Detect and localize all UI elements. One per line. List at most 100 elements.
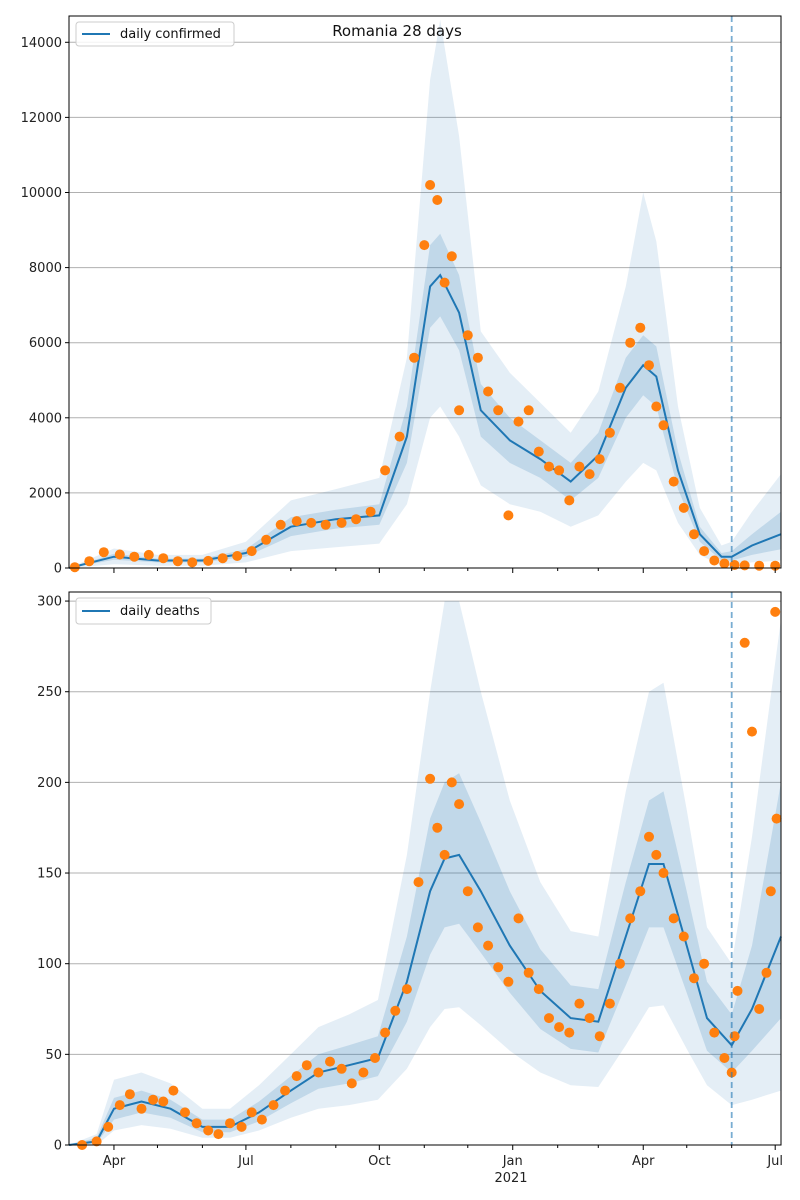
observed-point xyxy=(168,1085,179,1096)
observed-point xyxy=(513,913,524,924)
observed-point xyxy=(544,461,554,472)
observed-point xyxy=(232,551,243,561)
observed-point xyxy=(69,562,80,573)
outer-uncertainty-band xyxy=(69,19,781,569)
observed-point xyxy=(604,427,615,438)
observed-point xyxy=(483,386,494,397)
x-tick-label: Jul xyxy=(766,1154,783,1169)
observed-point xyxy=(336,517,347,528)
observed-point xyxy=(689,529,699,540)
observed-point xyxy=(719,558,730,569)
observed-point xyxy=(275,519,286,530)
y-tick-label: 2000 xyxy=(29,486,62,501)
observed-point xyxy=(280,1085,291,1096)
observed-point xyxy=(651,849,662,860)
observed-point xyxy=(432,822,443,833)
observed-point xyxy=(454,799,465,810)
x-tick-label: Jul xyxy=(237,1154,254,1169)
legend: daily confirmed xyxy=(75,21,235,47)
observed-point xyxy=(172,556,183,567)
y-tick-label: 8000 xyxy=(29,261,62,276)
observed-point xyxy=(739,637,750,648)
observed-point xyxy=(217,553,228,564)
observed-point xyxy=(313,1067,324,1078)
observed-point xyxy=(554,465,565,476)
y-tick-label: 0 xyxy=(54,562,62,577)
y-tick-label: 4000 xyxy=(29,411,62,426)
plot-frame xyxy=(68,591,782,1146)
observed-point xyxy=(615,958,625,969)
observed-points xyxy=(69,180,781,573)
observed-point xyxy=(301,1060,312,1071)
forecast-bands xyxy=(69,19,781,569)
observed-point xyxy=(761,967,772,978)
observed-point xyxy=(306,517,317,528)
observed-point xyxy=(365,506,376,517)
legend-label: daily confirmed xyxy=(120,27,221,42)
observed-point xyxy=(564,1027,575,1038)
observed-point xyxy=(291,516,302,527)
observed-point xyxy=(136,1103,147,1114)
y-tick-label: 150 xyxy=(37,867,62,882)
observed-point xyxy=(719,1053,730,1063)
daily-confirmed-panel: 0 2000 4000 6000 8000 10000 12000 14000 Romania… xyxy=(21,15,782,577)
observed-point xyxy=(256,1114,267,1125)
observed-point xyxy=(584,1013,595,1024)
observed-point xyxy=(594,1031,605,1042)
observed-point xyxy=(462,886,473,897)
chart-title: Romania 28 days xyxy=(332,22,462,40)
observed-point xyxy=(699,958,710,969)
observed-point xyxy=(644,360,654,371)
observed-point xyxy=(401,984,412,995)
observed-point xyxy=(739,560,750,571)
y-tick-label: 100 xyxy=(37,957,62,972)
inner-uncertainty-band xyxy=(69,773,781,1145)
observed-point xyxy=(689,973,699,984)
y-tick-label: 6000 xyxy=(29,336,62,351)
observed-point xyxy=(472,352,483,363)
observed-point xyxy=(439,849,450,860)
observed-point xyxy=(380,1027,391,1038)
observed-point xyxy=(413,877,424,888)
legend-box xyxy=(75,597,212,625)
observed-point xyxy=(625,337,636,348)
observed-point xyxy=(658,868,669,878)
observed-point xyxy=(336,1063,347,1074)
observed-point xyxy=(523,405,534,416)
observed-point xyxy=(668,476,679,487)
observed-point xyxy=(358,1067,369,1078)
y-tick-label: 14000 xyxy=(21,36,62,51)
observed-point xyxy=(635,886,646,897)
y-axis-ticks: 0 2000 4000 6000 8000 10000 12000 14000 xyxy=(21,36,69,577)
observed-point xyxy=(370,1053,380,1063)
x-tick-label: Apr xyxy=(103,1154,126,1169)
y-tick-label: 250 xyxy=(37,685,62,700)
x-axis-ticks xyxy=(113,568,776,573)
observed-point xyxy=(699,546,710,557)
observed-point xyxy=(554,1022,565,1033)
observed-point xyxy=(747,726,757,737)
observed-point xyxy=(446,251,457,262)
observed-point xyxy=(503,976,514,987)
observed-point xyxy=(419,240,430,251)
y-axis-ticks: 0 50 100 150 200 250 300 xyxy=(37,595,69,1154)
observed-point xyxy=(544,1013,554,1024)
observed-point xyxy=(351,514,362,525)
y-gridlines xyxy=(69,41,781,494)
observed-point xyxy=(732,985,743,996)
observed-point xyxy=(564,495,575,506)
x-tick-label: Oct xyxy=(368,1154,390,1169)
daily-deaths-panel: 0 50 100 150 200 250 300 Apr Jul Oct Jan Apr Jul 20… xyxy=(37,591,783,1186)
observed-point xyxy=(644,831,654,842)
observed-point xyxy=(203,1125,214,1136)
observed-point xyxy=(394,431,405,442)
observed-point xyxy=(103,1121,114,1132)
observed-point xyxy=(114,1100,125,1111)
observed-point xyxy=(754,1004,765,1014)
observed-point xyxy=(180,1107,190,1118)
observed-point xyxy=(84,556,95,567)
legend-label: daily deaths xyxy=(120,604,200,619)
observed-point xyxy=(709,555,720,566)
observed-point xyxy=(246,546,257,557)
